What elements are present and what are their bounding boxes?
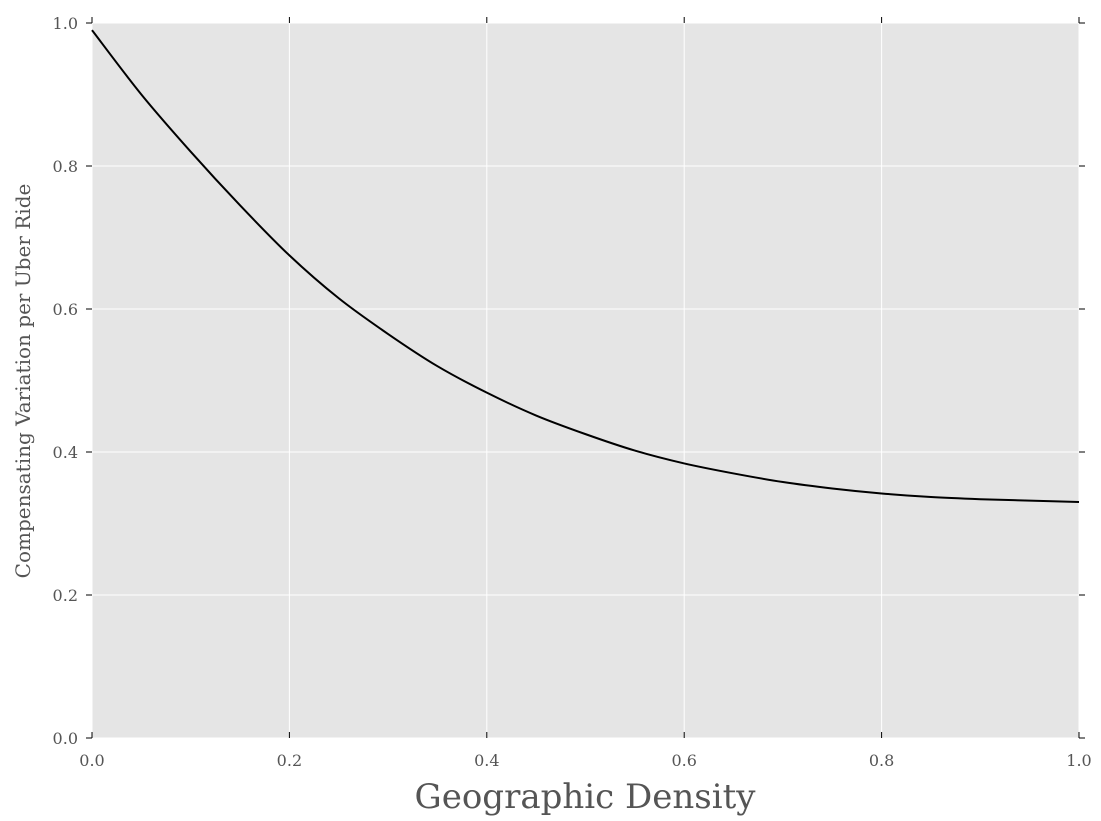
- y-tick-label: 0.8: [53, 157, 78, 176]
- x-tick-label: 0.0: [79, 751, 104, 770]
- x-tick-labels: 0.0 0.2 0.4 0.6 0.8 1.0: [79, 751, 1091, 770]
- y-tick-label: 0.6: [53, 300, 78, 319]
- x-tick-label: 0.6: [671, 751, 696, 770]
- x-tick-label: 0.2: [277, 751, 302, 770]
- x-tick-label: 1.0: [1066, 751, 1091, 770]
- y-tick-label: 0.4: [53, 443, 78, 462]
- grid: [91, 22, 1080, 739]
- x-tick-label: 0.4: [474, 751, 499, 770]
- x-tick-label: 0.8: [869, 751, 894, 770]
- y-tick-label: 0.2: [53, 586, 78, 605]
- plot-background: [92, 23, 1079, 738]
- y-tick-label: 1.0: [53, 14, 78, 33]
- x-axis-title: Geographic Density: [415, 777, 757, 817]
- y-tick-labels: 0.0 0.2 0.4 0.6 0.8 1.0: [53, 14, 78, 748]
- y-axis-title: Compensating Variation per Uber Ride: [11, 184, 35, 579]
- y-tick-label: 0.0: [53, 729, 78, 748]
- ticks: [86, 17, 1085, 739]
- series-line: [91, 29, 1080, 504]
